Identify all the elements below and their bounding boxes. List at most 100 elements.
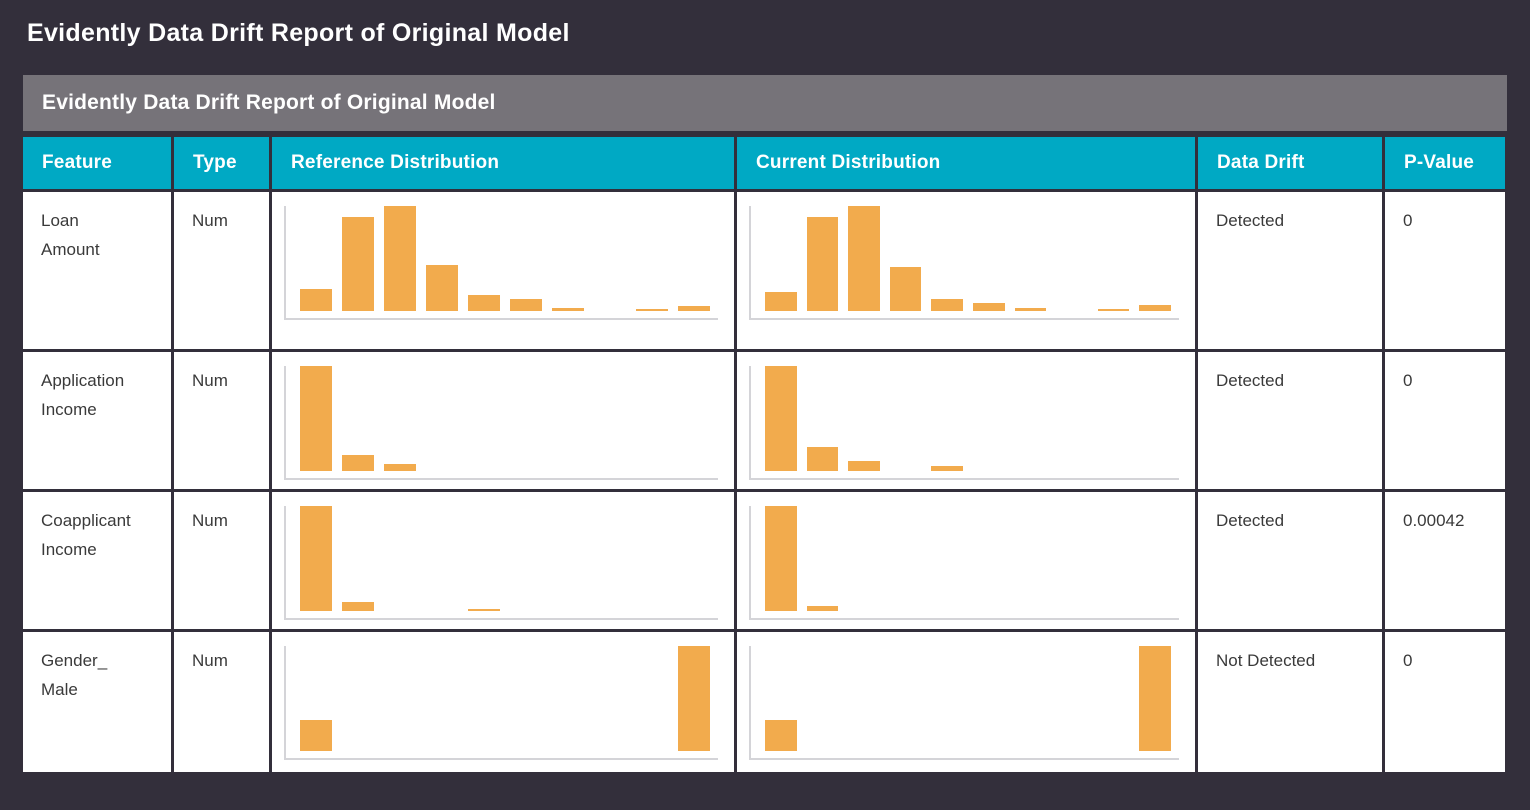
histogram-bars xyxy=(295,206,715,311)
histogram-chart xyxy=(749,206,1179,320)
y-axis-line xyxy=(749,646,751,758)
report-banner-title: Evidently Data Drift Report of Original … xyxy=(42,91,496,114)
histogram-bar xyxy=(384,206,416,311)
reference-histogram-gender-male xyxy=(272,632,734,772)
x-axis-line xyxy=(284,758,718,760)
feature-name-coapplicant-income: Coapplicant Income xyxy=(23,492,171,629)
histogram-bar xyxy=(636,308,668,311)
header-data-drift: Data Drift xyxy=(1198,137,1382,189)
y-axis-line xyxy=(284,206,286,318)
header-type: Type xyxy=(174,137,269,189)
histogram-bar xyxy=(468,609,500,611)
histogram-bar xyxy=(806,446,839,471)
drift-report: Evidently Data Drift Report of Original … xyxy=(23,75,1507,772)
histogram-bar xyxy=(806,216,839,311)
histogram-bar xyxy=(764,292,797,311)
feature-name-application-income: Application Income xyxy=(23,352,171,489)
histogram-chart xyxy=(284,506,718,620)
histogram-bar xyxy=(931,299,963,311)
histogram-bar xyxy=(764,506,797,611)
p-value: 0 xyxy=(1385,632,1505,772)
report-banner: Evidently Data Drift Report of Original … xyxy=(23,75,1507,131)
histogram-bar xyxy=(468,295,500,311)
feature-name-loan-amount: Loan Amount xyxy=(23,192,171,349)
histogram-bar xyxy=(889,266,922,311)
histogram-bar xyxy=(1139,305,1171,311)
header-current-distribution: Current Distribution xyxy=(737,137,1195,189)
histogram-bar xyxy=(1014,308,1047,311)
x-axis-line xyxy=(284,618,718,620)
histogram-bar xyxy=(510,299,542,311)
drift-status: Not Detected xyxy=(1198,632,1382,772)
current-histogram-gender-male xyxy=(737,632,1195,772)
histogram-bar xyxy=(806,606,839,611)
feature-type: Num xyxy=(174,352,269,489)
x-axis-line xyxy=(749,758,1179,760)
histogram-bar xyxy=(342,602,374,611)
histogram-bar xyxy=(1097,308,1130,311)
y-axis-line xyxy=(284,366,286,478)
histogram-bar xyxy=(342,455,374,471)
histogram-bar xyxy=(678,305,710,311)
page-title: Evidently Data Drift Report of Original … xyxy=(27,19,570,47)
x-axis-line xyxy=(284,478,718,480)
reference-histogram-loan-amount xyxy=(272,192,734,349)
x-axis-line xyxy=(284,318,718,320)
histogram-bars xyxy=(295,506,715,611)
feature-type: Num xyxy=(174,632,269,772)
drift-status: Detected xyxy=(1198,352,1382,489)
reference-histogram-application-income xyxy=(272,352,734,489)
histogram-chart xyxy=(749,646,1179,760)
histogram-chart xyxy=(284,206,718,320)
histogram-bar xyxy=(426,264,458,311)
histogram-bar xyxy=(300,288,332,311)
histogram-bar xyxy=(931,466,963,471)
histogram-bar xyxy=(678,646,710,751)
histogram-bar xyxy=(300,366,332,471)
histogram-bars xyxy=(760,646,1176,751)
header-feature: Feature xyxy=(23,137,171,189)
histogram-chart xyxy=(749,366,1179,480)
y-axis-line xyxy=(749,206,751,318)
drift-status: Detected xyxy=(1198,492,1382,629)
histogram-bars xyxy=(295,366,715,471)
p-value: 0.00042 xyxy=(1385,492,1505,629)
drift-status: Detected xyxy=(1198,192,1382,349)
histogram-bars xyxy=(760,206,1176,311)
header-reference-distribution: Reference Distribution xyxy=(272,137,734,189)
y-axis-line xyxy=(749,366,751,478)
histogram-bar xyxy=(384,463,416,471)
histogram-chart xyxy=(284,646,718,760)
y-axis-line xyxy=(749,506,751,618)
p-value: 0 xyxy=(1385,192,1505,349)
histogram-bar xyxy=(552,307,584,311)
x-axis-line xyxy=(749,478,1179,480)
p-value: 0 xyxy=(1385,352,1505,489)
histogram-bars xyxy=(760,366,1176,471)
histogram-bar xyxy=(1139,646,1171,751)
x-axis-line xyxy=(749,318,1179,320)
feature-type: Num xyxy=(174,492,269,629)
histogram-bar xyxy=(848,206,880,311)
current-histogram-coapplicant-income xyxy=(737,492,1195,629)
x-axis-line xyxy=(749,618,1179,620)
feature-type: Num xyxy=(174,192,269,349)
histogram-bar xyxy=(764,719,797,751)
histogram-chart xyxy=(284,366,718,480)
reference-histogram-coapplicant-income xyxy=(272,492,734,629)
header-p-value: P-Value xyxy=(1385,137,1505,189)
histogram-bar xyxy=(972,302,1005,311)
histogram-bar xyxy=(300,719,332,751)
histogram-bar xyxy=(342,216,374,311)
drift-table: Feature Type Reference Distribution Curr… xyxy=(23,137,1507,772)
histogram-bars xyxy=(295,646,715,751)
y-axis-line xyxy=(284,506,286,618)
histogram-bar xyxy=(300,506,332,611)
current-histogram-loan-amount xyxy=(737,192,1195,349)
histogram-bar xyxy=(848,460,880,471)
histogram-chart xyxy=(749,506,1179,620)
y-axis-line xyxy=(284,646,286,758)
histogram-bars xyxy=(760,506,1176,611)
histogram-bar xyxy=(764,366,797,471)
current-histogram-application-income xyxy=(737,352,1195,489)
